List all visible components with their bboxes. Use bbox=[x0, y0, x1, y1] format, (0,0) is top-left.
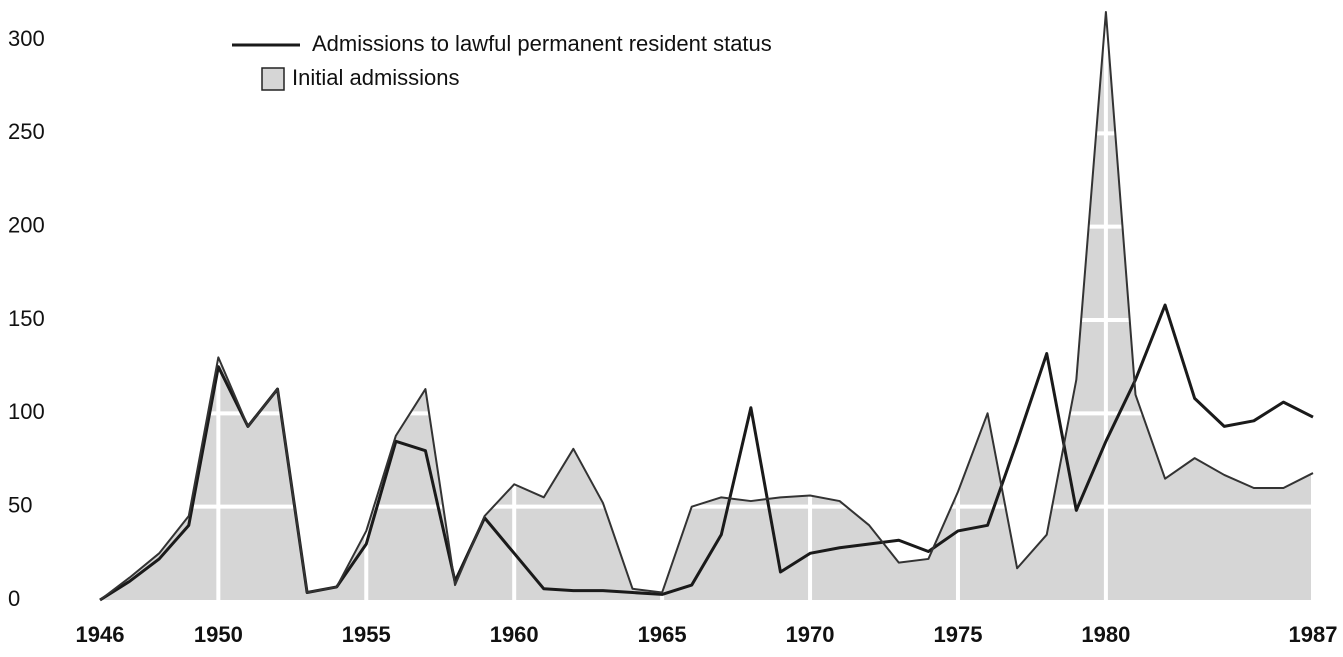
y-tick-label: 0 bbox=[8, 586, 20, 611]
x-tick-label: 1980 bbox=[1081, 622, 1130, 647]
y-tick-label: 300 bbox=[8, 26, 45, 51]
area-outline bbox=[99, 11, 1314, 601]
x-tick-label: 1965 bbox=[638, 622, 687, 647]
y-tick-label: 150 bbox=[8, 306, 45, 331]
legend-swatch bbox=[261, 67, 285, 91]
x-tick-label: 1946 bbox=[76, 622, 125, 647]
legend-label: Admissions to lawful permanent resident … bbox=[312, 31, 772, 56]
legend-label: Initial admissions bbox=[292, 65, 460, 90]
x-tick-label: 1960 bbox=[490, 622, 539, 647]
x-tick-label: 1975 bbox=[933, 622, 982, 647]
y-tick-label: 250 bbox=[8, 119, 45, 144]
area-fill bbox=[100, 12, 1313, 600]
x-tick-label: 1950 bbox=[194, 622, 243, 647]
y-tick-label: 100 bbox=[8, 399, 45, 424]
x-tick-label: 1955 bbox=[342, 622, 391, 647]
x-tick-label: 1987 bbox=[1289, 622, 1338, 647]
y-tick-label: 50 bbox=[8, 492, 32, 517]
y-tick-label: 200 bbox=[8, 212, 45, 237]
x-tick-label: 1970 bbox=[786, 622, 835, 647]
